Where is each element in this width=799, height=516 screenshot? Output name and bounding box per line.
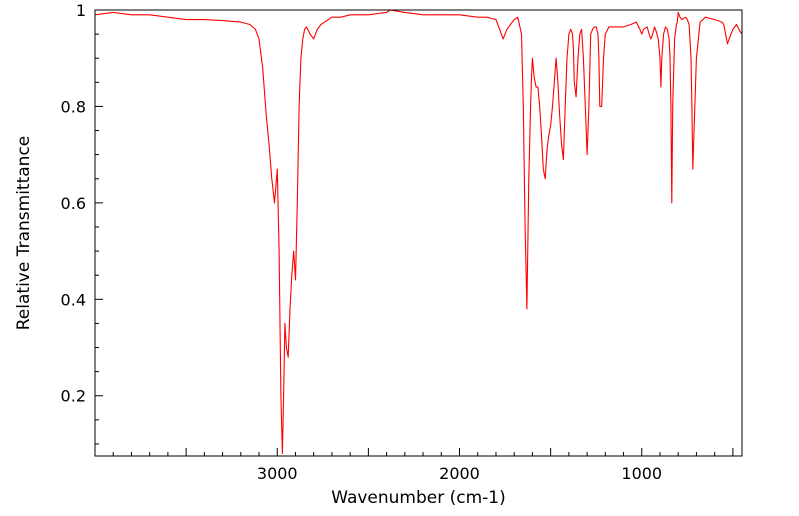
y-tick-label: 0.4 <box>61 290 86 309</box>
x-tick-label: 3000 <box>257 464 298 483</box>
spectrum-line <box>94 9 743 455</box>
y-tick-label: 0.6 <box>61 194 86 213</box>
x-tick-label: 2000 <box>439 464 480 483</box>
x-axis-label: Wavenumber (cm-1) <box>331 488 506 508</box>
axis-tick-labels: 3000 2000 1000 0.2 0.4 0.6 0.8 1 <box>61 1 663 483</box>
y-tick-label: 0.8 <box>61 97 86 116</box>
y-axis-label: Relative Transmittance <box>14 136 34 331</box>
plot-frame <box>94 9 743 457</box>
y-tick-label: 0.2 <box>61 387 86 406</box>
x-tick-label: 1000 <box>621 464 662 483</box>
axis-ticks <box>95 33 734 456</box>
y-tick-label: 1 <box>76 1 86 20</box>
